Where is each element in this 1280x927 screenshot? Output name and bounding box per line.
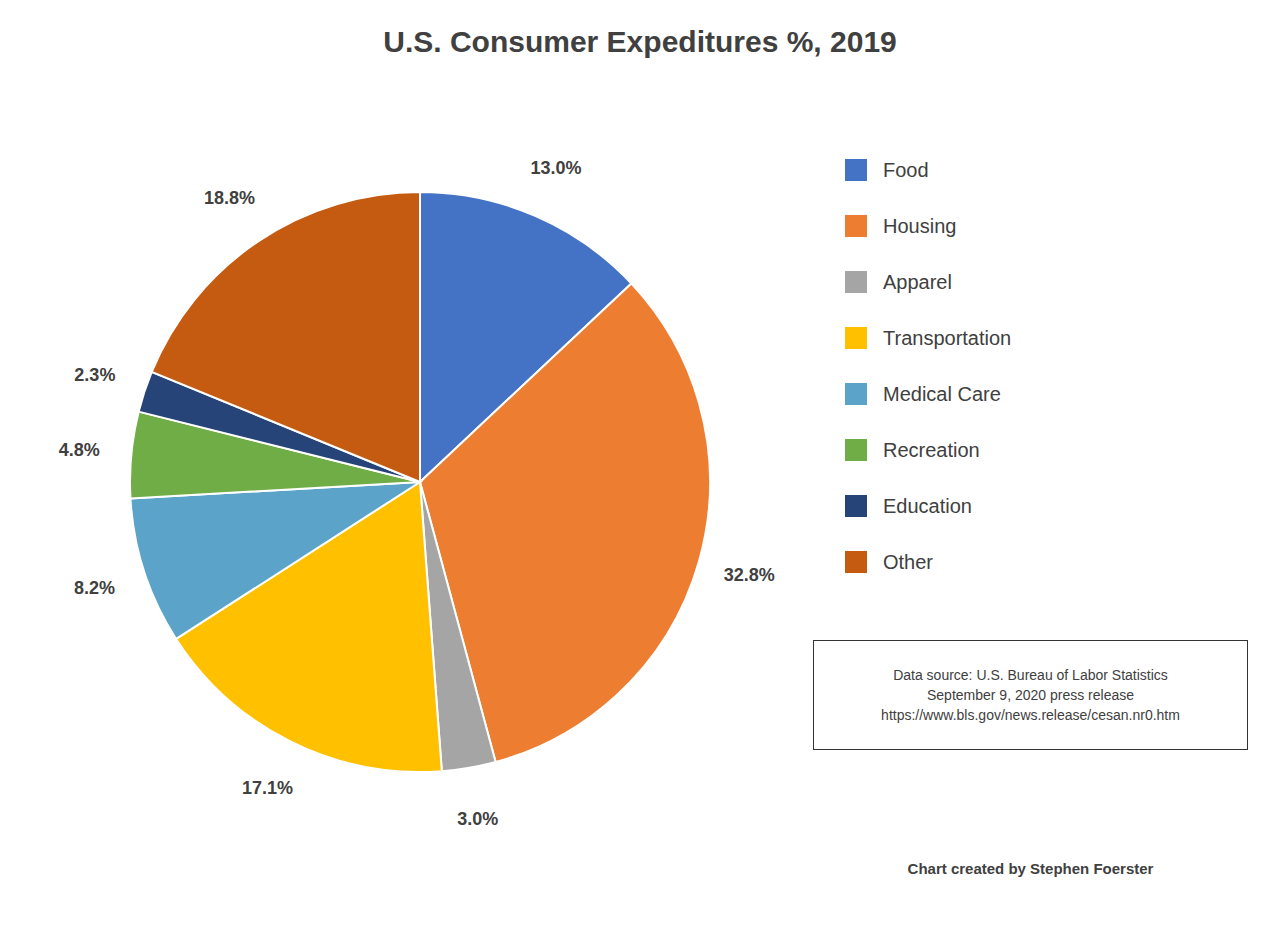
data-label: 8.2% (74, 578, 115, 598)
legend-label: Apparel (883, 271, 952, 293)
legend-swatch (845, 383, 867, 405)
legend-label: Housing (883, 215, 956, 237)
legend-label: Other (883, 551, 933, 573)
data-label: 32.8% (724, 565, 775, 585)
data-labels: 13.0% 32.8% 3.0% 17.1% 8.2% 4.8% 2.3% 18.8% (59, 158, 775, 829)
data-label: 4.8% (59, 440, 100, 460)
data-source: Data source: U.S. Bureau of Labor Statis… (813, 640, 1248, 750)
legend-label: Food (883, 159, 929, 181)
legend-swatch (845, 439, 867, 461)
legend-label: Medical Care (883, 383, 1001, 405)
slice (130, 482, 420, 639)
data-label: 17.1% (242, 778, 293, 798)
legend-label: Transportation (883, 327, 1011, 349)
legend-swatch (845, 159, 867, 181)
chart: U.S. Consumer Expeditures %, 2019 13.0% 32… (0, 0, 1280, 927)
data-label: 3.0% (457, 809, 498, 829)
title: U.S. Consumer Expeditures %, 2019 (383, 25, 897, 58)
legend-swatch (845, 271, 867, 293)
slice (152, 192, 420, 482)
legend-swatch (845, 327, 867, 349)
legend: Food Housing Apparel Transportation Medical … (845, 159, 1011, 573)
credit: Chart created by Stephen Foerster (813, 860, 1248, 877)
legend-label: Recreation (883, 439, 980, 461)
data-label: 2.3% (74, 365, 115, 385)
data-label: 13.0% (530, 158, 581, 178)
data-label: 18.8% (204, 188, 255, 208)
legend-swatch (845, 495, 867, 517)
legend-swatch (845, 551, 867, 573)
legend-swatch (845, 215, 867, 237)
slices (130, 192, 710, 772)
legend-label: Education (883, 495, 972, 517)
